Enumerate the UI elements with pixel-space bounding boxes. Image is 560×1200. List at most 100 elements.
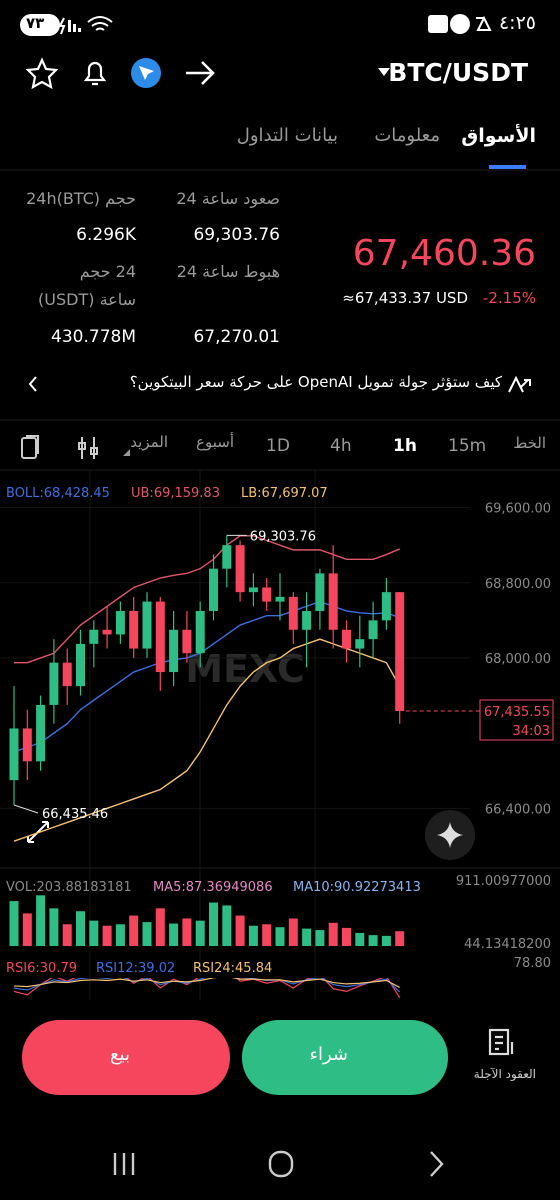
y-tick-label: 68,800.00 bbox=[485, 577, 551, 592]
stat-value: 67,270.01 bbox=[193, 327, 280, 347]
stat-label: هبوط ساعة 24 bbox=[176, 262, 280, 281]
futures-button[interactable] bbox=[488, 1028, 514, 1056]
timeframe-active[interactable]: 1h bbox=[393, 436, 417, 456]
candle-body bbox=[381, 592, 391, 621]
news-prev[interactable] bbox=[28, 376, 37, 392]
more-caret bbox=[123, 449, 130, 456]
nav-home[interactable] bbox=[268, 1150, 294, 1178]
boll-upper-line bbox=[14, 535, 400, 664]
news-icon bbox=[508, 375, 531, 393]
futures-label[interactable]: العقود الآجلة bbox=[473, 1067, 536, 1081]
favorite-button[interactable] bbox=[25, 57, 59, 90]
timeframe[interactable]: أسبوع bbox=[196, 433, 234, 451]
candle-body bbox=[62, 662, 72, 687]
app-icon bbox=[428, 15, 448, 33]
y-tick-label: 68,000.00 bbox=[485, 652, 551, 667]
ex-icon bbox=[450, 14, 470, 34]
timeframe-more[interactable]: المزيد bbox=[130, 433, 168, 451]
volume-bar bbox=[89, 920, 99, 946]
volume-bar bbox=[62, 924, 72, 946]
stat-value: 430.778M bbox=[51, 327, 136, 347]
volume-bar bbox=[342, 927, 351, 946]
candle-body bbox=[288, 596, 298, 630]
timeframe[interactable]: الخط bbox=[513, 434, 546, 452]
volume-bar bbox=[209, 902, 218, 946]
alert-button[interactable] bbox=[83, 61, 107, 86]
tab[interactable]: بيانات التداول bbox=[236, 125, 338, 146]
ma10-label: MA10:90.92273413 bbox=[293, 880, 421, 895]
volume-bar bbox=[355, 932, 365, 946]
candle-body bbox=[155, 601, 165, 673]
timeframe[interactable]: 4h bbox=[330, 436, 352, 456]
candle-body bbox=[395, 592, 405, 711]
candle-body bbox=[328, 573, 338, 630]
sell-label[interactable]: بيع bbox=[109, 1044, 130, 1065]
wifi-icon bbox=[87, 16, 113, 31]
volume-bar bbox=[102, 925, 112, 946]
stat-label: ساعة (USDT) bbox=[38, 290, 136, 309]
candle-body bbox=[76, 643, 85, 687]
min-marker-line bbox=[13, 804, 39, 814]
volume-bar bbox=[22, 913, 32, 946]
nav-back[interactable] bbox=[430, 1151, 444, 1177]
layout-button[interactable] bbox=[21, 435, 39, 459]
candle-body bbox=[182, 629, 192, 654]
rsi24-line bbox=[13, 978, 400, 988]
candle-body bbox=[235, 545, 245, 593]
rsi-pane bbox=[13, 978, 401, 998]
volume-bar bbox=[328, 922, 338, 946]
volume-bar bbox=[129, 915, 139, 946]
x-icon bbox=[476, 15, 492, 31]
usd-price: ≈67,433.37 USD bbox=[342, 289, 468, 307]
news-headline[interactable]: كيف ستؤثر جولة تمويل OpenAI على حركة سعر… bbox=[129, 373, 502, 391]
buy-button[interactable] bbox=[242, 1020, 448, 1095]
last-price: 67,460.36 bbox=[352, 233, 536, 274]
volume-bar bbox=[275, 927, 285, 946]
volume-bar bbox=[169, 923, 179, 946]
signal-icon bbox=[68, 20, 81, 32]
timeframe[interactable]: 15m bbox=[448, 436, 487, 456]
pair-dropdown[interactable] bbox=[378, 68, 390, 76]
sell-button[interactable] bbox=[22, 1020, 230, 1095]
price-change: -2.15% bbox=[482, 289, 536, 307]
volume-bar bbox=[288, 918, 298, 946]
charging-icon bbox=[58, 17, 66, 35]
candle-body bbox=[342, 629, 351, 649]
volume-bar bbox=[315, 930, 325, 946]
nav-recents[interactable] bbox=[113, 1153, 135, 1175]
candle-body bbox=[129, 610, 139, 649]
v-tick-label: 911.00977000 bbox=[456, 874, 551, 889]
candle-body bbox=[315, 573, 325, 611]
pair-title[interactable]: BTC/USDT bbox=[388, 58, 528, 87]
stat-label: حجم 24h(BTC) bbox=[26, 189, 136, 208]
min-marker-label: 66,435.46 bbox=[42, 807, 108, 822]
stat-label: 24 حجم bbox=[79, 262, 136, 281]
battery-level: ٧٣ bbox=[26, 14, 45, 32]
volume-bar bbox=[36, 895, 46, 946]
candle-body bbox=[195, 610, 205, 654]
buy-label[interactable]: شراء bbox=[309, 1044, 348, 1065]
candle-body bbox=[22, 728, 32, 762]
last-price-box bbox=[479, 699, 554, 741]
indicator-settings[interactable] bbox=[78, 437, 98, 459]
tab-active[interactable]: الأسواق bbox=[461, 125, 536, 147]
timeframe[interactable]: 1D bbox=[266, 436, 290, 456]
volume-bar bbox=[248, 925, 258, 946]
boll-label: BOLL:68,428.45 bbox=[6, 486, 110, 501]
tab[interactable]: معلومات bbox=[374, 125, 440, 146]
candle-body bbox=[368, 620, 378, 640]
volume-bar bbox=[182, 918, 192, 946]
candle-body bbox=[115, 610, 125, 635]
candle-body bbox=[36, 704, 46, 762]
volume-bar bbox=[76, 911, 85, 946]
volume-bar bbox=[381, 935, 391, 946]
candle-body bbox=[355, 639, 365, 649]
candle-body bbox=[222, 545, 232, 569]
expand-button[interactable] bbox=[27, 821, 49, 843]
candle-body bbox=[169, 629, 179, 673]
volume-bar bbox=[302, 928, 312, 946]
candle-body bbox=[9, 728, 19, 781]
candle-body bbox=[49, 662, 59, 705]
open-button[interactable] bbox=[186, 61, 215, 85]
